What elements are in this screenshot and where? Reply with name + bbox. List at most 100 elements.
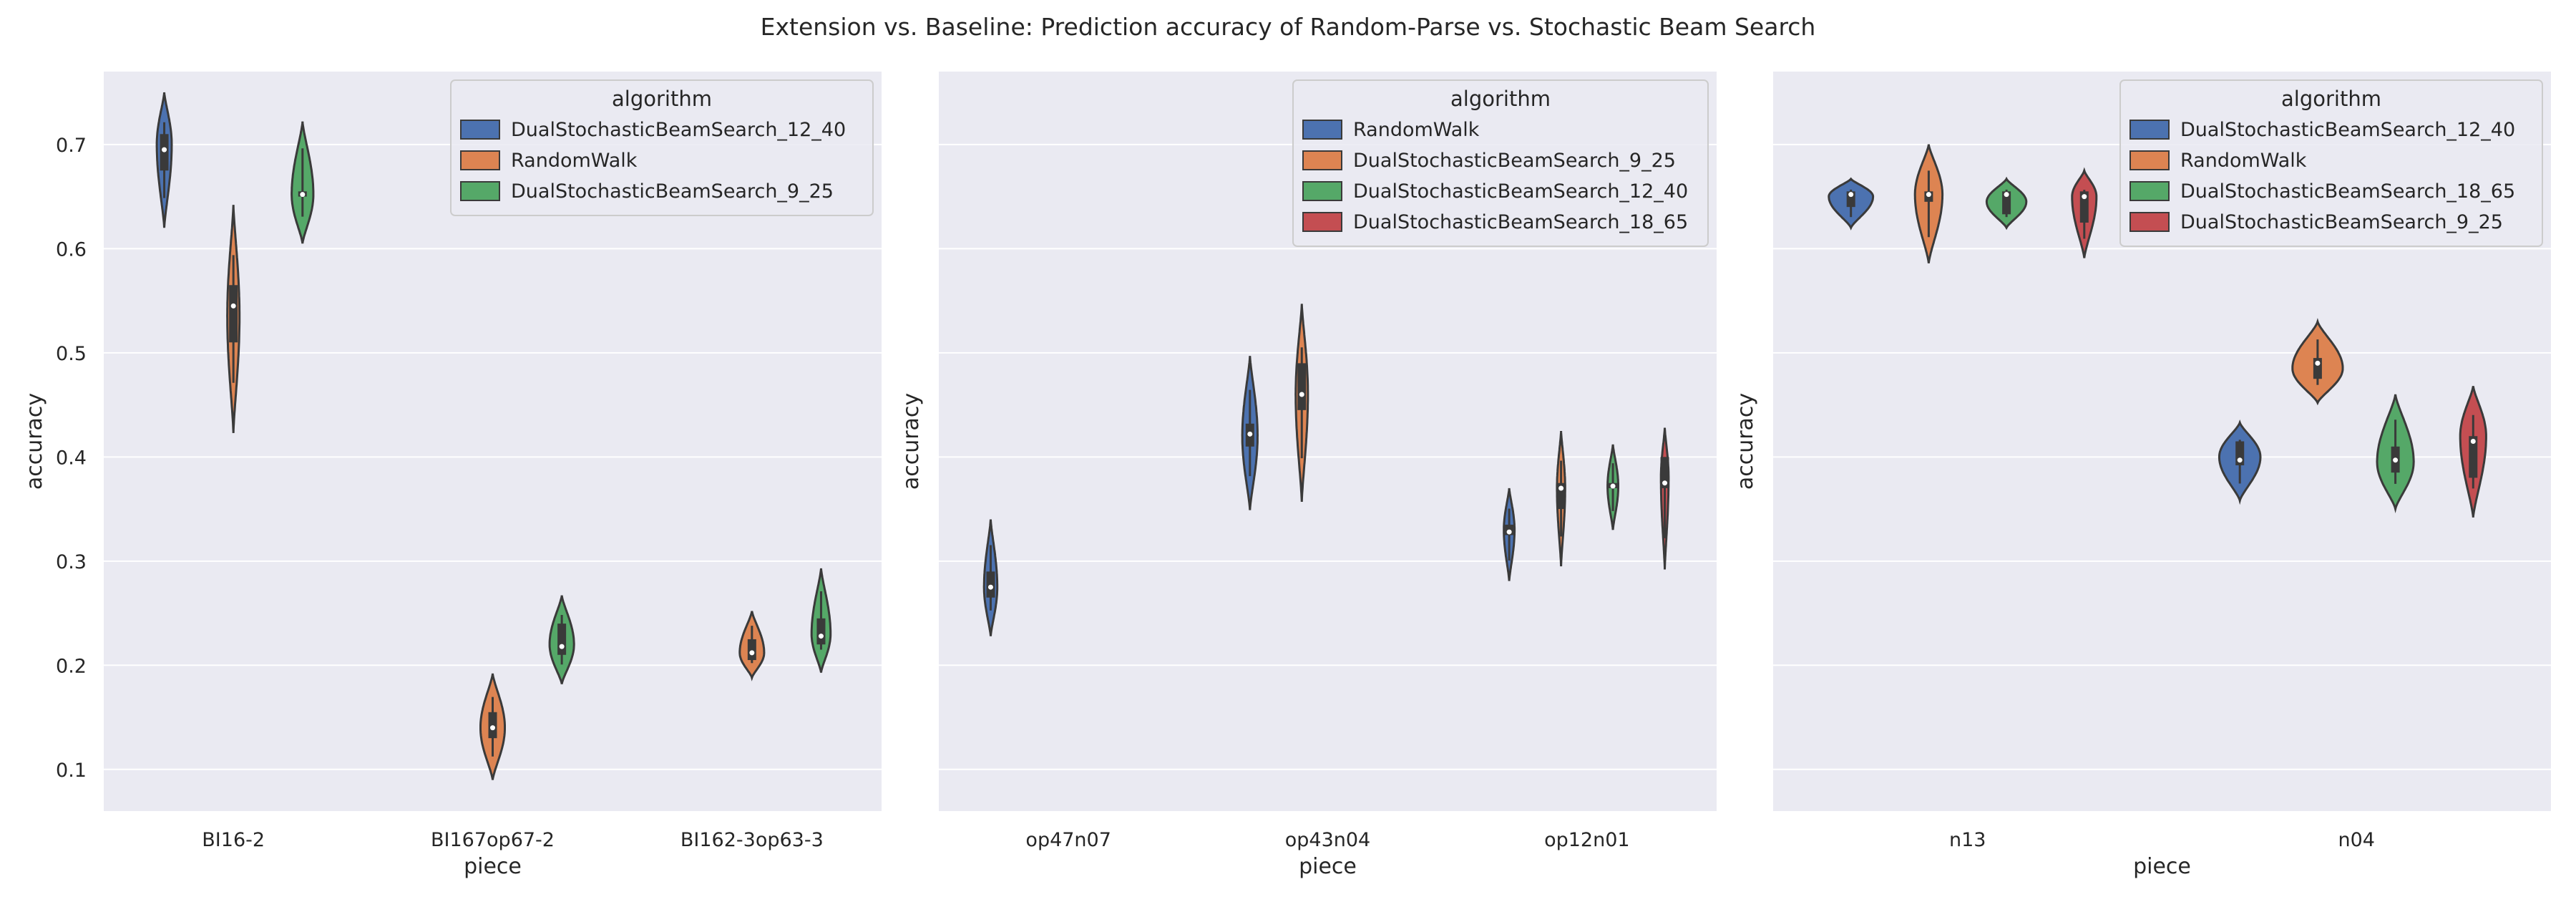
legend-label: RandomWalk: [1353, 119, 1480, 141]
violin-median: [1299, 392, 1304, 397]
violin-median: [2470, 439, 2476, 444]
violin-iqr-box: [488, 712, 497, 739]
series-RandomWalk: [982, 356, 1516, 636]
y-tick-label: 0.5: [56, 343, 87, 365]
legend-swatch: [2129, 120, 2170, 140]
violin-median: [1848, 192, 1854, 198]
violin-median: [1610, 483, 1616, 489]
x-tick-label: op43n04: [1285, 829, 1370, 851]
legend: algorithm DualStochasticBeamSearch_12_40 R…: [450, 79, 874, 216]
legend-box: [450, 79, 874, 216]
y-tick-label: 0.4: [56, 447, 87, 469]
legend-label: RandomWalk: [2180, 150, 2307, 172]
violin-median: [2315, 360, 2321, 366]
violin-median: [2082, 194, 2087, 200]
series-DualStochasticBeamSearch_9_25: [2071, 167, 2487, 518]
violin-iqr-box: [229, 285, 238, 343]
series-RandomWalk: [1913, 144, 2344, 406]
violin-median: [490, 725, 495, 731]
series-DualStochasticBeamSearch_12_40: [155, 92, 173, 228]
y-tick-label: 0.1: [56, 760, 87, 782]
x-axis-label: piece: [464, 854, 522, 879]
x-tick-label: n04: [2338, 829, 2375, 851]
violin-iqr-box: [747, 639, 756, 661]
legend-swatch: [1302, 120, 1342, 140]
y-tick-label: 0.6: [56, 238, 87, 261]
violin-iqr-box: [986, 571, 995, 598]
x-axis-label: piece: [2133, 854, 2191, 879]
legend-title: algorithm: [2281, 87, 2381, 111]
legend-swatch: [1302, 212, 1342, 232]
violin-median: [2393, 457, 2399, 463]
violin-median: [1558, 485, 1564, 491]
legend-label: DualStochasticBeamSearch_12_40: [2180, 119, 2515, 141]
violin-median: [1506, 529, 1512, 535]
violin-median: [749, 650, 755, 656]
panel-1: 0.1 0.2 0.3 0.4 0.5 0.6 0.7 accuracy BI16-2 BI167…: [22, 72, 882, 879]
violin-median: [2237, 457, 2243, 463]
series-DualStochasticBeamSearch_18_65: [1985, 176, 2415, 514]
violin-iqr-box: [1297, 363, 1307, 410]
legend-label: DualStochasticBeamSearch_9_25: [1353, 150, 1676, 172]
legend-label: DualStochasticBeamSearch_12_40: [1353, 180, 1688, 203]
series-DualStochasticBeamSearch_9_25: [1294, 304, 1566, 567]
y-axis-label: accuracy: [22, 393, 47, 490]
series-RandomWalk: [226, 205, 766, 780]
violin-median: [300, 192, 306, 198]
legend-swatch: [1302, 181, 1342, 201]
x-tick-label: n13: [1949, 829, 1986, 851]
violin-iqr-box: [2002, 191, 2011, 215]
legend-box: [2119, 79, 2543, 247]
legend-title: algorithm: [1450, 87, 1551, 111]
legend-label: DualStochasticBeamSearch_18_65: [2180, 180, 2515, 203]
y-tick-label: 0.3: [56, 551, 87, 573]
legend-swatch: [460, 181, 500, 201]
violin-iqr-box: [1556, 482, 1566, 510]
legend: algorithm DualStochasticBeamSearch_12_40 R…: [2119, 79, 2543, 247]
x-tick-label: op47n07: [1025, 829, 1111, 851]
legend-label: DualStochasticBeamSearch_12_40: [511, 119, 846, 141]
violin-iqr-box: [557, 624, 567, 655]
legend-label: DualStochasticBeamSearch_9_25: [511, 180, 834, 203]
x-tick-label: BI16-2: [202, 829, 265, 851]
y-axis-label: accuracy: [1733, 393, 1758, 490]
legend-box: [1292, 79, 1709, 247]
violin-median: [1662, 480, 1668, 486]
x-tick-label: BI162-3op63-3: [680, 829, 824, 851]
x-tick-label: op12n01: [1544, 829, 1629, 851]
legend-label: DualStochasticBeamSearch_18_65: [1353, 211, 1688, 233]
violin-median: [1926, 192, 1931, 198]
panel-3: accuracy n13 n04 piece algorithm DualStochast…: [1733, 72, 2551, 879]
series-DualStochasticBeamSearch_18_65: [1659, 427, 1670, 570]
legend-title: algorithm: [612, 87, 712, 111]
violin-median: [162, 147, 167, 152]
y-tick-label: 0.2: [56, 655, 87, 677]
figure-title: Extension vs. Baseline: Prediction accur…: [761, 13, 1816, 41]
panel-2: accuracy op47n07 op43n04 op12n01 piece algori…: [899, 72, 1717, 879]
legend: algorithm RandomWalk DualStochasticBeamSea…: [1292, 79, 1709, 247]
legend-label: RandomWalk: [511, 150, 638, 172]
legend-swatch: [460, 120, 500, 140]
violin-median: [2004, 192, 2009, 198]
series-DualStochasticBeamSearch_12_40: [1828, 177, 2262, 505]
violin-median: [818, 634, 824, 639]
violin-median: [230, 303, 236, 309]
series-DualStochasticBeamSearch_12_40: [1606, 444, 1619, 530]
legend-swatch: [2129, 181, 2170, 201]
violin-iqr-box: [2079, 191, 2089, 223]
legend-swatch: [2129, 150, 2170, 170]
y-tick-label: 0.7: [56, 135, 87, 157]
legend-swatch: [460, 150, 500, 170]
violin-iqr-box: [816, 618, 826, 645]
legend-swatch: [2129, 212, 2170, 232]
violin-median: [987, 584, 993, 590]
x-tick-label: BI167op67-2: [431, 829, 555, 851]
legend-label: DualStochasticBeamSearch_9_25: [2180, 211, 2503, 233]
legend-swatch: [1302, 150, 1342, 170]
violin-median: [559, 644, 565, 649]
violin-iqr-box: [2469, 436, 2478, 478]
violin-iqr-box: [1660, 457, 1669, 488]
y-axis-label: accuracy: [899, 393, 924, 490]
x-axis-label: piece: [1299, 854, 1357, 879]
